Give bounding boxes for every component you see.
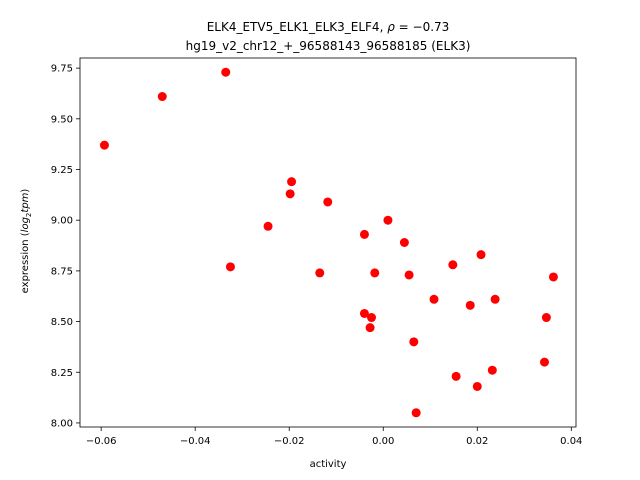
data-point-25 [487, 365, 497, 375]
data-point-4 [263, 221, 273, 231]
y-tick-label-4: 9.00 [51, 216, 73, 227]
data-point-12 [365, 323, 375, 333]
x-axis-label: activity [310, 459, 347, 470]
data-point-1 [157, 92, 167, 102]
data-point-29 [548, 272, 558, 282]
data-point-13 [370, 268, 380, 278]
data-point-19 [429, 294, 439, 304]
data-point-21 [451, 371, 461, 381]
y-tick-label-7: 9.75 [51, 64, 73, 75]
x-tick-label-3: 0.00 [372, 436, 394, 447]
x-tick-label-5: 0.04 [560, 436, 582, 447]
data-point-6 [285, 189, 295, 199]
data-point-23 [472, 381, 482, 391]
chart-title-line1: ELK4_ETV5_ELK1_ELK3_ELF4, ρ = −0.73 [207, 20, 450, 34]
data-point-15 [399, 238, 409, 247]
data-point-22 [465, 300, 475, 310]
data-points [99, 67, 558, 418]
y-tick-label-3: 8.75 [51, 266, 73, 277]
x-axis: −0.06 −0.04 −0.02 0.00 0.02 0.04 [86, 427, 582, 447]
data-point-20 [448, 260, 458, 270]
data-point-3 [225, 262, 235, 272]
data-point-17 [409, 337, 419, 347]
x-tick-label-4: 0.02 [466, 436, 488, 447]
plot-area [79, 57, 577, 428]
data-point-27 [540, 357, 550, 367]
data-point-11 [366, 313, 376, 323]
data-point-5 [287, 177, 297, 187]
chart-title-line2: hg19_v2_chr12_+_96588143_96588185 (ELK3) [186, 39, 471, 53]
data-point-26 [490, 294, 500, 304]
y-axis: 8.00 8.25 8.50 8.75 9.00 9.25 9.50 9.75 [51, 64, 80, 429]
data-point-10 [359, 308, 369, 318]
x-tick-label-1: −0.04 [180, 436, 211, 447]
y-tick-label-2: 8.50 [51, 317, 73, 328]
data-point-7 [323, 197, 333, 207]
y-axis-label: expression (log2tpm) [20, 189, 33, 294]
plot-frame [79, 57, 577, 428]
x-tick-label-2: −0.02 [274, 436, 305, 447]
data-point-2 [221, 67, 231, 77]
data-point-14 [383, 215, 393, 225]
y-tick-label-6: 9.50 [51, 114, 73, 125]
x-tick-label-0: −0.06 [86, 436, 117, 447]
y-tick-label-1: 8.25 [51, 368, 73, 379]
data-point-24 [476, 250, 486, 260]
data-point-28 [541, 313, 551, 323]
data-point-0 [99, 140, 109, 150]
data-point-8 [315, 268, 325, 278]
y-tick-label-0: 8.00 [51, 418, 73, 429]
data-point-9 [359, 229, 369, 239]
y-tick-label-5: 9.25 [51, 165, 73, 176]
data-point-18 [411, 408, 421, 418]
data-point-16 [404, 270, 414, 280]
